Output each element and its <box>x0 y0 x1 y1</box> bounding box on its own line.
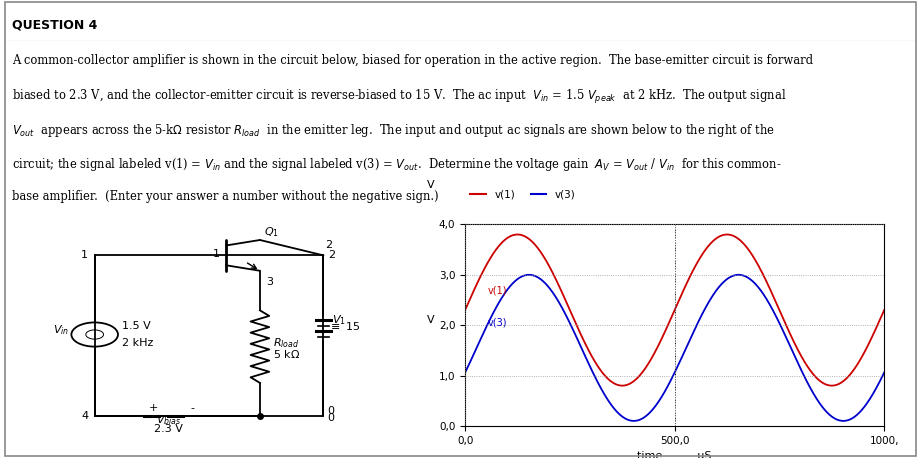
Text: 1.5 V: 1.5 V <box>122 321 151 331</box>
Text: $V_{bias}$: $V_{bias}$ <box>157 414 181 427</box>
Text: 5 k$\Omega$: 5 k$\Omega$ <box>273 348 299 360</box>
Text: 1: 1 <box>81 251 88 261</box>
Text: 0: 0 <box>328 414 334 423</box>
Text: A common-collector amplifier is shown in the circuit below, biased for operation: A common-collector amplifier is shown in… <box>12 55 813 67</box>
X-axis label: time          uS: time uS <box>637 451 712 458</box>
Text: circuit; the signal labeled v(1) = $V_{in}$ and the signal labeled v(3) = $V_{ou: circuit; the signal labeled v(1) = $V_{i… <box>12 156 782 173</box>
Text: 4: 4 <box>81 411 88 421</box>
Text: 2 kHz: 2 kHz <box>122 338 154 348</box>
Text: $V_{in}$: $V_{in}$ <box>53 323 69 337</box>
Text: 1: 1 <box>213 249 220 259</box>
Text: 2: 2 <box>328 251 335 261</box>
Text: base amplifier.  (Enter your answer a number without the negative sign.): base amplifier. (Enter your answer a num… <box>12 190 438 202</box>
Text: -: - <box>190 403 194 413</box>
Text: +: + <box>149 403 158 413</box>
Text: 2: 2 <box>326 240 332 250</box>
Text: $V_{out}$  appears across the 5-k$\Omega$ resistor $R_{load}$  in the emitter le: $V_{out}$ appears across the 5-k$\Omega$… <box>12 122 775 139</box>
Text: v(1): v(1) <box>488 286 507 296</box>
Y-axis label: V: V <box>426 315 435 325</box>
Text: biased to 2.3 V, and the collector-emitter circuit is reverse-biased to 15 V.  T: biased to 2.3 V, and the collector-emitt… <box>12 88 787 106</box>
Text: $R_{load}$: $R_{load}$ <box>273 337 299 350</box>
Text: 0: 0 <box>328 406 334 416</box>
Legend: v(1), v(3): v(1), v(3) <box>466 185 579 204</box>
Text: 3: 3 <box>266 278 274 287</box>
Text: v(3): v(3) <box>488 317 507 327</box>
Text: $V_1$: $V_1$ <box>332 314 345 327</box>
Text: 2.3 V: 2.3 V <box>155 425 183 434</box>
Text: V: V <box>427 180 435 190</box>
Text: QUESTION 4: QUESTION 4 <box>12 18 98 31</box>
Text: $\equiv$ 15: $\equiv$ 15 <box>328 320 360 332</box>
Text: $Q_1$: $Q_1$ <box>264 225 279 239</box>
